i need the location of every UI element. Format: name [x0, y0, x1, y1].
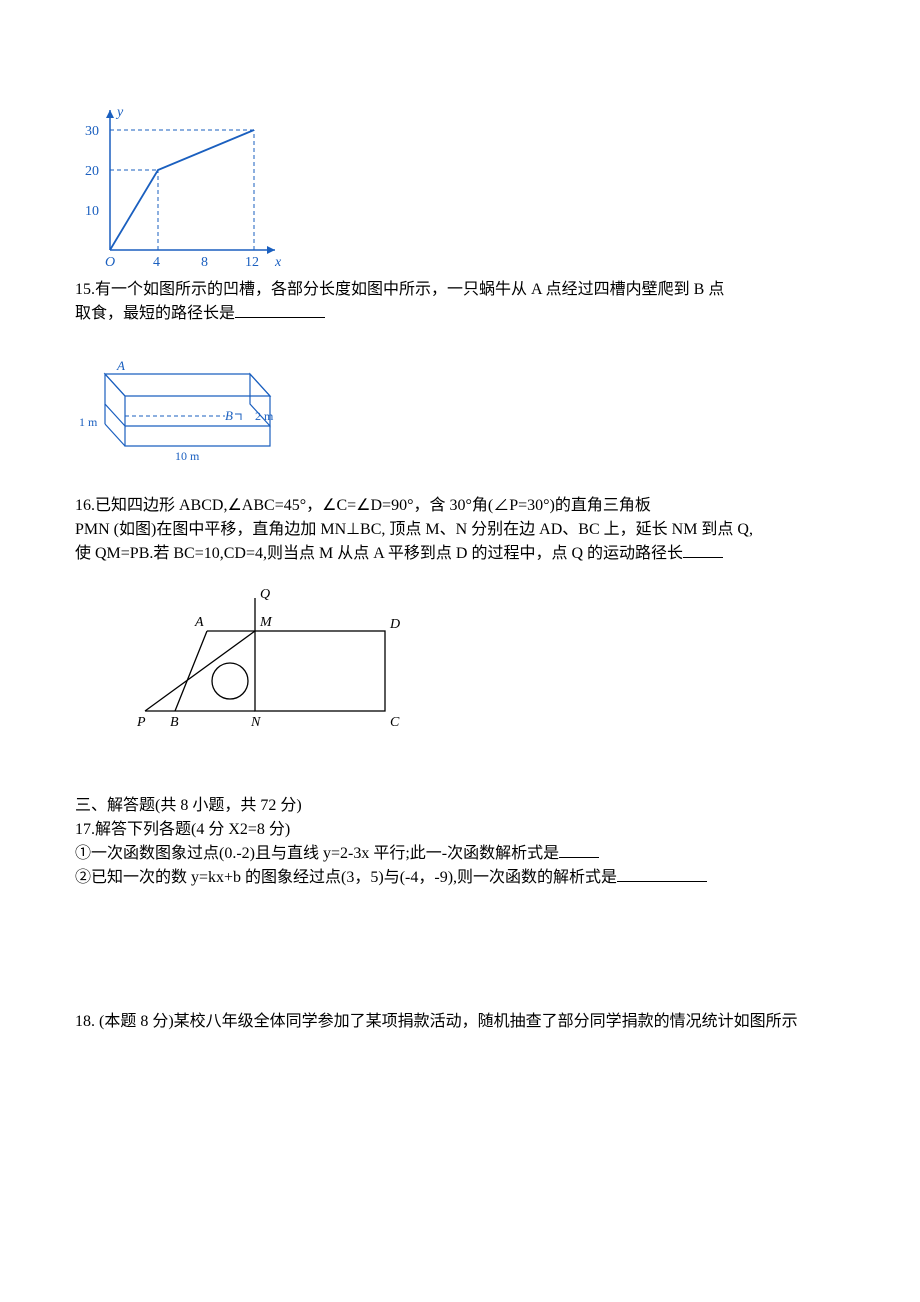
q18-text: 18. (本题 8 分)某校八年级全体同学参加了某项捐款活动，随机抽查了部分同学…	[75, 1010, 845, 1034]
q17-lead: 17.解答下列各题(4 分 X2=8 分)	[75, 818, 845, 842]
q17a-answer-blank[interactable]	[559, 842, 599, 858]
q15-line1: 15.有一个如图所示的凹槽，各部分长度如图中所示，一只蜗牛从 A 点经过四槽内壁…	[75, 278, 845, 302]
q17b-answer-blank[interactable]	[617, 866, 707, 882]
q17-part-a: ①一次函数图象过点(0.-2)且与直线 y=2-3x 平行;此一-次函数解析式是	[75, 842, 845, 866]
label-B2: B	[170, 715, 179, 730]
q17a-prefix: ①一次函数图象过点(0.-2)且与直线 y=2-3x 平行;此一-次函数解析式是	[75, 845, 559, 862]
label-2m: 2 m	[255, 409, 274, 423]
label-P: P	[136, 715, 146, 730]
x-axis-label: x	[274, 255, 282, 270]
label-B: B	[225, 408, 233, 423]
label-10m: 10 m	[175, 449, 200, 463]
section3-heading: 三、解答题(共 8 小题，共 72 分)	[75, 794, 845, 818]
label-A2: A	[194, 615, 204, 630]
q16-text: 16.已知四边形 ABCD,∠ABC=45°，∠C=∠D=90°，含 30°角(…	[75, 494, 845, 566]
q15-line2-prefix: 取食，最短的路径长是	[75, 305, 235, 322]
q15-figure: A B 1 m 2 m 10 m	[75, 356, 845, 474]
label-A: A	[116, 358, 125, 373]
ytick-20: 20	[85, 164, 99, 179]
xtick-4: 4	[153, 255, 160, 270]
q16-line3: 使 QM=PB.若 BC=10,CD=4,则当点 M 从点 A 平移到点 D 的…	[75, 542, 845, 566]
line-chart-svg: 10 20 30 4 8 12 O x y	[75, 100, 285, 270]
origin-label: O	[105, 255, 115, 270]
q16-line2: PMN (如图)在图中平移，直角边加 MN⊥BC, 顶点 M、N 分别在边 AD…	[75, 518, 845, 542]
label-Q: Q	[260, 587, 270, 602]
q15-line2: 取食，最短的路径长是	[75, 302, 845, 326]
label-D: D	[389, 617, 400, 632]
q15-text: 15.有一个如图所示的凹槽，各部分长度如图中所示，一只蜗牛从 A 点经过四槽内壁…	[75, 278, 845, 326]
q16-line1: 16.已知四边形 ABCD,∠ABC=45°，∠C=∠D=90°，含 30°角(…	[75, 494, 845, 518]
q18-line: 18. (本题 8 分)某校八年级全体同学参加了某项捐款活动，随机抽查了部分同学…	[75, 1010, 845, 1034]
ytick-30: 30	[85, 124, 99, 139]
xtick-8: 8	[201, 255, 208, 270]
groove-svg: A B 1 m 2 m 10 m	[75, 356, 285, 466]
q16-figure: Q A M D P B N C	[135, 586, 845, 754]
label-M: M	[259, 615, 273, 630]
q17b-prefix: ②已知一次的数 y=kx+b 的图象经过点(3，5)与(-4，-9),则一次函数…	[75, 869, 617, 886]
q14-chart: 10 20 30 4 8 12 O x y	[75, 100, 845, 270]
q16-line3-prefix: 使 QM=PB.若 BC=10,CD=4,则当点 M 从点 A 平移到点 D 的…	[75, 545, 683, 562]
q16-answer-blank[interactable]	[683, 542, 723, 558]
ytick-10: 10	[85, 204, 99, 219]
label-N: N	[250, 715, 261, 730]
geometry-svg: Q A M D P B N C	[135, 586, 425, 746]
label-1m: 1 m	[79, 415, 98, 429]
q17-part-b: ②已知一次的数 y=kx+b 的图象经过点(3，5)与(-4，-9),则一次函数…	[75, 866, 845, 890]
y-axis-label: y	[115, 105, 124, 120]
q15-answer-blank[interactable]	[235, 302, 325, 318]
section-3: 三、解答题(共 8 小题，共 72 分) 17.解答下列各题(4 分 X2=8 …	[75, 794, 845, 890]
xtick-12: 12	[245, 255, 259, 270]
label-C: C	[390, 715, 400, 730]
